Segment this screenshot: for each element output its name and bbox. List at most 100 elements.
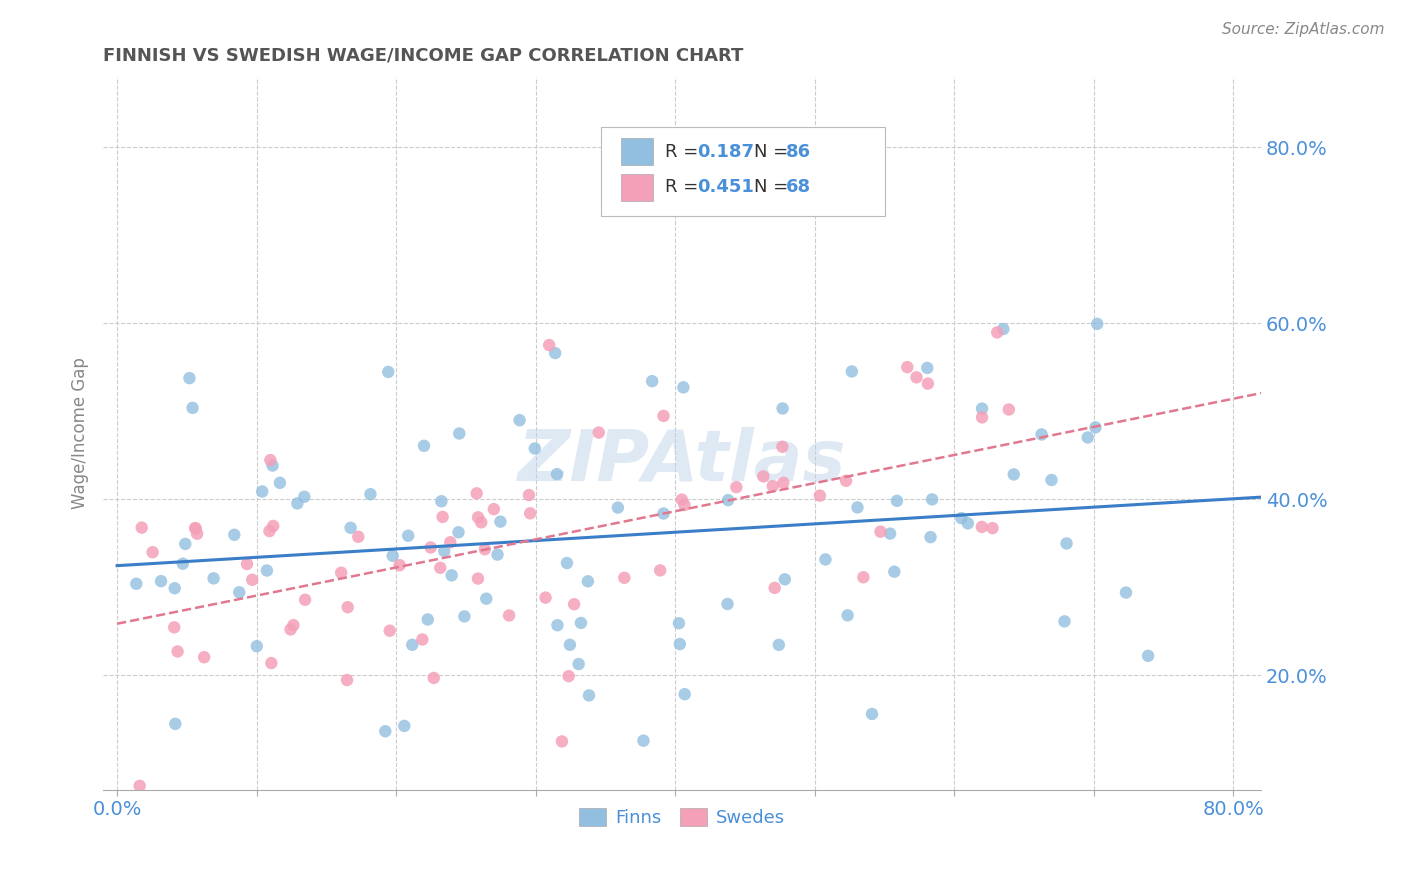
Point [489,515,512,529]
Point [837,608,859,623]
Point [292,490,315,504]
Point [181,401,204,415]
Point [896,360,918,375]
Point [474,542,496,557]
Point [716,597,738,611]
Point [841,364,863,378]
Point [467,510,489,524]
Point [440,568,463,582]
Point [1137,648,1160,663]
Text: FINNISH VS SWEDISH WAGE/INCOME GAP CORRELATION CHART: FINNISH VS SWEDISH WAGE/INCOME GAP CORRE… [103,46,744,64]
Point [956,516,979,531]
Point [228,585,250,599]
Point [1002,467,1025,482]
Point [347,530,370,544]
Point [236,557,259,571]
Point [262,519,284,533]
Point [439,535,461,549]
Point [546,618,568,632]
Point [388,558,411,573]
Point [131,521,153,535]
Point [650,563,672,577]
Point [411,632,433,647]
Point [763,581,786,595]
Point [950,511,973,525]
Point [633,733,655,747]
Point [1085,317,1108,331]
Text: 86: 86 [786,143,811,161]
Point [1056,536,1078,550]
Point [475,591,498,606]
Point [294,592,316,607]
Point [917,360,939,375]
Point [128,779,150,793]
Point [852,570,875,584]
Point [886,493,908,508]
Point [269,475,291,490]
Point [449,426,471,441]
Point [669,637,692,651]
Point [879,526,901,541]
Point [569,615,592,630]
Point [993,322,1015,336]
Point [470,516,492,530]
Point [422,671,444,685]
Point [285,496,308,510]
Point [1053,615,1076,629]
Point [498,608,520,623]
Point [551,734,574,748]
Point [259,453,281,467]
Point [770,440,793,454]
Point [673,687,696,701]
Point [202,571,225,585]
Point [555,556,578,570]
Point [184,521,207,535]
Point [762,479,785,493]
Point [224,528,246,542]
Point [416,612,439,626]
Point [396,529,419,543]
Point [486,548,509,562]
Text: R =: R = [665,178,704,196]
Point [280,623,302,637]
Point [240,573,263,587]
Point [1031,427,1053,442]
Point [588,425,610,440]
Point [905,370,928,384]
Point [752,469,775,483]
Point [165,716,187,731]
Point [970,520,993,534]
Point [163,620,186,634]
Text: 0.187: 0.187 [697,143,754,161]
Point [921,492,943,507]
Point [339,521,361,535]
Point [259,524,281,538]
Text: R =: R = [665,143,704,161]
Point [174,537,197,551]
Point [970,401,993,416]
Point [413,439,436,453]
Point [652,409,675,423]
Point [1084,420,1107,434]
Point [568,657,591,671]
Point [150,574,173,589]
Point [401,638,423,652]
Point [1115,585,1137,599]
Point [179,371,201,385]
Point [970,410,993,425]
Text: N =: N = [754,143,794,161]
Point [772,401,794,416]
Point [465,486,488,500]
Point [163,581,186,595]
Point [883,565,905,579]
Point [260,656,283,670]
Point [808,489,831,503]
Point [814,552,837,566]
Point [773,572,796,586]
Point [1077,430,1099,444]
Point [534,591,557,605]
Point [432,509,454,524]
Point [378,624,401,638]
Point [467,572,489,586]
Point [186,526,208,541]
